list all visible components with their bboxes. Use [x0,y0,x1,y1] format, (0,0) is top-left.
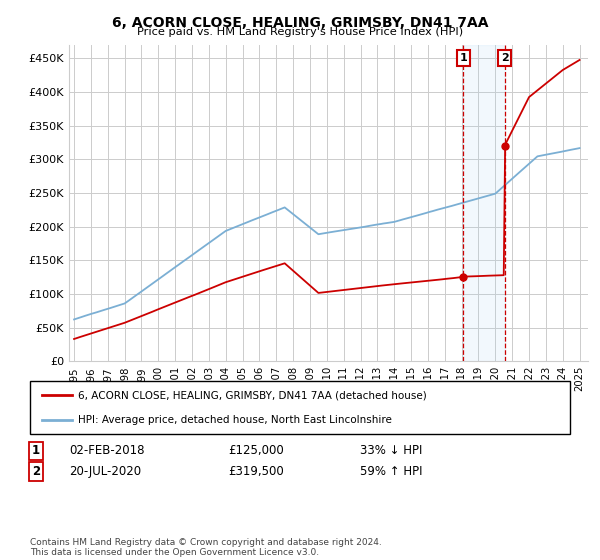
Text: 2: 2 [32,465,40,478]
Text: HPI: Average price, detached house, North East Lincolnshire: HPI: Average price, detached house, Nort… [78,414,392,424]
Text: 1: 1 [460,53,467,63]
Text: Contains HM Land Registry data © Crown copyright and database right 2024.
This d: Contains HM Land Registry data © Crown c… [30,538,382,557]
Text: 1: 1 [32,444,40,458]
Bar [463,45,505,361]
Text: £125,000: £125,000 [228,444,284,458]
Text: 33% ↓ HPI: 33% ↓ HPI [360,444,422,458]
Text: 59% ↑ HPI: 59% ↑ HPI [360,465,422,478]
Text: 02-FEB-2018: 02-FEB-2018 [69,444,145,458]
Text: 20-JUL-2020: 20-JUL-2020 [69,465,141,478]
Text: 6, ACORN CLOSE, HEALING, GRIMSBY, DN41 7AA: 6, ACORN CLOSE, HEALING, GRIMSBY, DN41 7… [112,16,488,30]
Text: 2: 2 [501,53,508,63]
Text: £319,500: £319,500 [228,465,284,478]
Text: Price paid vs. HM Land Registry's House Price Index (HPI): Price paid vs. HM Land Registry's House … [137,27,463,37]
Text: 6, ACORN CLOSE, HEALING, GRIMSBY, DN41 7AA (detached house): 6, ACORN CLOSE, HEALING, GRIMSBY, DN41 7… [78,390,427,400]
